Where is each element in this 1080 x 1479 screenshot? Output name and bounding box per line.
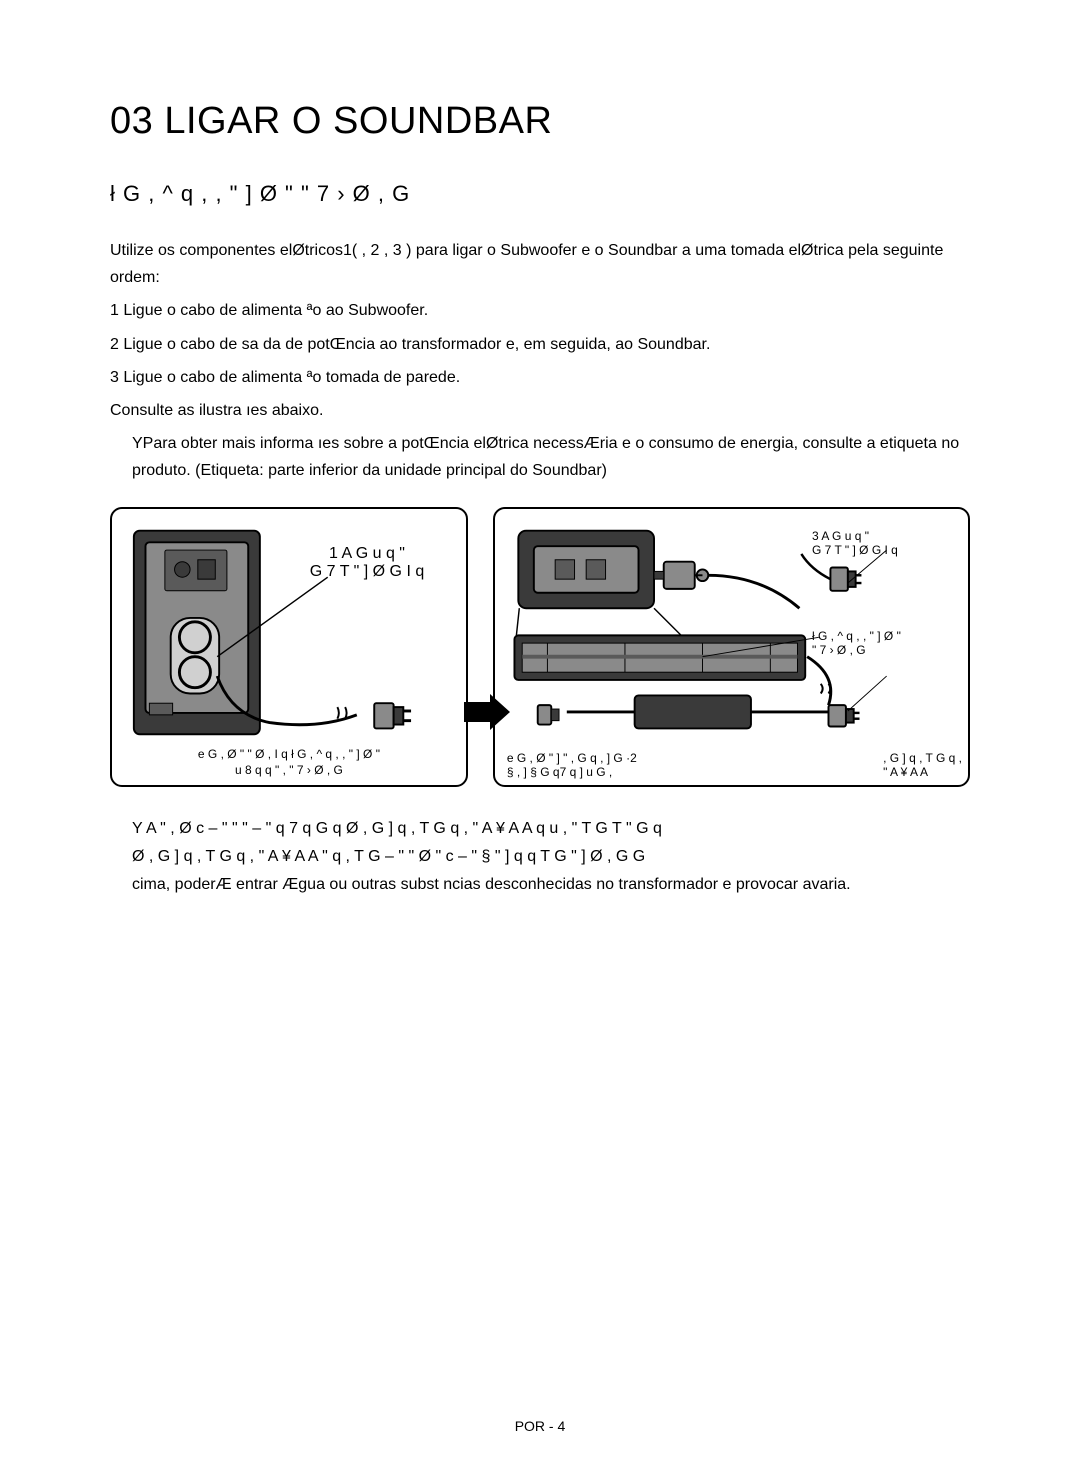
- warning-line-2: Ø , G ] q , T G q , " A ¥ A A " q , T G …: [132, 843, 970, 871]
- intro-text: Utilize os componentes elØtricos1( , 2 ,…: [110, 237, 970, 291]
- step-2: 2 Ligue o cabo de sa da de potŒncia ao t…: [110, 331, 970, 358]
- diagram2-bottom-right-line1: , G ] q , T G q ,: [883, 751, 962, 765]
- diagram1-bottom-line1: e G , Ø " " Ø , I q ł G , ^ q , , " ] Ø …: [130, 747, 448, 763]
- page-title: 03 LIGAR O SOUNDBAR: [110, 100, 970, 143]
- diagram2-bottom-left-line1: e G , Ø " ] " , G q , ] G ·2: [507, 751, 637, 765]
- diagram1-top-caption: 1 A G u q " G 7 T " ] Ø G I q: [292, 545, 442, 581]
- diagram2-mid-line1: ł G , ^ q , , " ] Ø ": [812, 629, 962, 643]
- diagram2-caption-sub: G 7 T " ] Ø G I q: [812, 543, 962, 557]
- diagram-row: 1 A G u q " G 7 T " ] Ø G I q e G , Ø " …: [110, 507, 970, 787]
- section-subtitle: ł G , ^ q , , " ] Ø " " 7 › Ø , G: [110, 181, 970, 207]
- step-3: 3 Ligue o cabo de alimenta ªo tomada de …: [110, 364, 970, 391]
- arrow-icon: [460, 692, 514, 732]
- page-footer: POR - 4: [0, 1418, 1080, 1434]
- diagram-soundbar: 3 A G u q " G 7 T " ] Ø G I q ł G , ^ q …: [493, 507, 970, 787]
- info-note: YPara obter mais informa ıes sobre a pot…: [132, 430, 970, 484]
- diagram2-bottom-left-col: e G , Ø " ] " , G q , ] G ·2 § , ] § G q…: [507, 751, 637, 779]
- warning-line-1: Y A " , Ø c – " " " – " q 7 q G q Ø , G …: [132, 815, 970, 843]
- diagram2-bottom-caption: e G , Ø " ] " , G q , ] G ·2 § , ] § G q…: [507, 751, 962, 779]
- diagram1-bottom-line2: u 8 q q " , " 7 › Ø , G: [130, 763, 448, 779]
- diagram2-top-caption: 3 A G u q " G 7 T " ] Ø G I q: [812, 529, 962, 557]
- warning-line-3: cima, poderÆ entrar Ægua ou outras subst…: [132, 871, 970, 899]
- diagram2-mid-line2: " 7 › Ø , G: [812, 643, 962, 657]
- diagram2-mid-caption: ł G , ^ q , , " ] Ø " " 7 › Ø , G: [812, 629, 962, 657]
- step-1: 1 Ligue o cabo de alimenta ªo ao Subwoof…: [110, 297, 970, 324]
- consult-text: Consulte as ilustra ıes abaixo.: [110, 397, 970, 424]
- diagram1-caption-num: 1 A G u q ": [292, 545, 442, 563]
- diagram2-bottom-left-line2: § , ] § G q7 q ] u G ,: [507, 765, 637, 779]
- diagram1-caption-sub: G 7 T " ] Ø G I q: [292, 563, 442, 581]
- diagram-subwoofer: 1 A G u q " G 7 T " ] Ø G I q e G , Ø " …: [110, 507, 468, 787]
- diagram2-bottom-right-line2: " A ¥ A A: [883, 765, 962, 779]
- diagram2-bottom-right-col: , G ] q , T G q , " A ¥ A A: [883, 751, 962, 779]
- diagram2-caption-num: 3 A G u q ": [812, 529, 962, 543]
- diagram1-bottom-caption: e G , Ø " " Ø , I q ł G , ^ q , , " ] Ø …: [130, 747, 448, 778]
